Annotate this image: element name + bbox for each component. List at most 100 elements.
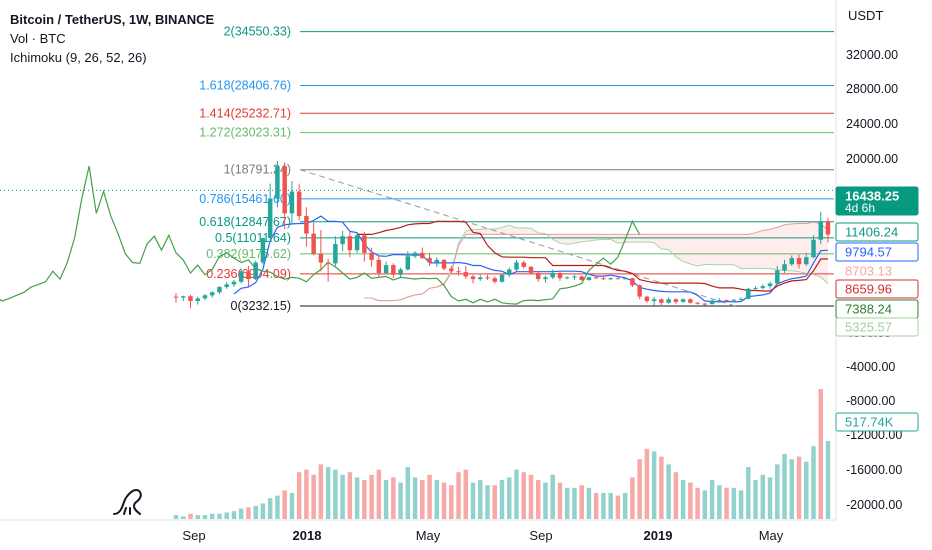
candle-body bbox=[383, 265, 389, 273]
candle-body bbox=[391, 265, 396, 275]
ichimoku-cloud[interactable] bbox=[0, 165, 829, 305]
candle-body bbox=[485, 277, 490, 279]
candle-body bbox=[209, 292, 215, 296]
candle-body bbox=[434, 259, 440, 263]
fib-level-label: 0.382(9175.62) bbox=[206, 247, 291, 261]
candle-body bbox=[369, 252, 374, 260]
volume-bar bbox=[188, 513, 193, 519]
candle-body bbox=[246, 271, 251, 280]
volume-bar bbox=[760, 474, 766, 519]
candle-body bbox=[695, 302, 700, 304]
volume-bars[interactable] bbox=[173, 389, 831, 519]
volume-bar bbox=[651, 451, 657, 519]
candle-body bbox=[296, 191, 302, 217]
candles[interactable] bbox=[173, 160, 831, 309]
time-tick-label: Sep bbox=[529, 528, 552, 543]
fib-level-label: 2(34550.33) bbox=[224, 25, 291, 39]
candle-body bbox=[275, 166, 280, 199]
price-axis[interactable]: USDT32000.0028000.0024000.0020000.004000… bbox=[0, 0, 902, 521]
volume-bar bbox=[296, 472, 302, 519]
volume-bar bbox=[224, 512, 229, 519]
volume-bar bbox=[557, 482, 563, 519]
price-badge bbox=[835, 317, 919, 337]
ichimoku-indicator-label[interactable]: Ichimoku (9, 26, 52, 26) bbox=[10, 50, 147, 65]
volume-bar bbox=[354, 477, 360, 519]
candle-body bbox=[622, 278, 628, 280]
candle-body bbox=[499, 274, 505, 282]
tradingview-logo-icon bbox=[113, 488, 142, 515]
candle-body bbox=[572, 276, 577, 278]
candle-body bbox=[318, 253, 324, 263]
candle-body bbox=[608, 278, 613, 280]
axis-currency-label: USDT bbox=[848, 8, 883, 23]
volume-bar bbox=[637, 459, 642, 519]
symbol-title[interactable]: Bitcoin / TetherUS, 1W, BINANCE bbox=[10, 12, 215, 27]
price-badge-countdown: 4d 6h bbox=[845, 201, 875, 215]
volume-bar bbox=[267, 498, 273, 519]
candle-body bbox=[586, 277, 592, 281]
candle-body bbox=[289, 191, 295, 214]
candle-body bbox=[188, 296, 193, 302]
price-badge-value: 8703.13 bbox=[845, 264, 892, 279]
price-tick-label: 28000.00 bbox=[846, 82, 898, 96]
chikou-span-line bbox=[0, 165, 641, 305]
volume-bar bbox=[818, 389, 824, 519]
candle-body bbox=[267, 198, 273, 238]
candle-body bbox=[253, 262, 258, 280]
volume-bar bbox=[804, 461, 809, 519]
volume-bar bbox=[543, 482, 548, 519]
volume-bar bbox=[593, 493, 599, 519]
volume-bar bbox=[412, 477, 418, 519]
volume-bar bbox=[347, 472, 353, 519]
candle-body bbox=[796, 258, 802, 265]
volume-bar bbox=[717, 485, 722, 519]
volume-bar bbox=[253, 506, 258, 519]
volume-bar bbox=[260, 503, 266, 519]
volume-bar bbox=[217, 513, 222, 519]
volume-bar bbox=[340, 474, 345, 519]
volume-bar bbox=[282, 490, 287, 519]
candle-body bbox=[180, 296, 186, 298]
time-axis[interactable]: Sep 2018 May Sep 2019 May bbox=[182, 528, 783, 543]
candle-body bbox=[506, 269, 512, 275]
volume-bar bbox=[383, 480, 389, 519]
candle-body bbox=[557, 272, 563, 279]
volume-bar bbox=[695, 487, 700, 519]
volume-bar bbox=[463, 469, 469, 519]
volume-bar bbox=[180, 516, 186, 519]
price-tick-label: 32000.00 bbox=[846, 48, 898, 62]
volume-bar bbox=[644, 448, 650, 519]
fib-level-label: 0(3232.15) bbox=[231, 299, 291, 313]
volume-bar bbox=[528, 474, 534, 519]
candle-body bbox=[680, 299, 686, 302]
price-badge-value: 8659.96 bbox=[845, 282, 892, 297]
volume-bar bbox=[811, 446, 816, 519]
volume-indicator-label[interactable]: Vol · BTC bbox=[10, 31, 66, 46]
volume-bar bbox=[449, 485, 454, 519]
volume-bar bbox=[521, 472, 526, 519]
price-badge-value: 7388.24 bbox=[845, 302, 892, 317]
candle-body bbox=[521, 262, 526, 267]
volume-bar bbox=[195, 515, 200, 519]
volume-bar bbox=[572, 487, 577, 519]
price-badge bbox=[835, 186, 919, 216]
volume-bar bbox=[688, 482, 693, 519]
volume-bar bbox=[304, 469, 309, 519]
candle-body bbox=[593, 277, 599, 279]
candle-body bbox=[601, 278, 606, 280]
volume-bar bbox=[709, 480, 715, 519]
candle-body bbox=[405, 256, 411, 270]
volume-bar bbox=[478, 480, 483, 519]
candle-body bbox=[478, 277, 483, 280]
candle-body bbox=[492, 278, 498, 282]
candle-body bbox=[717, 300, 722, 302]
price-badge bbox=[835, 242, 919, 262]
candle-body bbox=[709, 300, 715, 305]
candle-body bbox=[427, 258, 432, 263]
volume-bar bbox=[782, 454, 787, 519]
candle-body bbox=[420, 252, 425, 259]
time-tick-label: 2019 bbox=[644, 528, 673, 543]
volume-bar bbox=[434, 480, 440, 519]
